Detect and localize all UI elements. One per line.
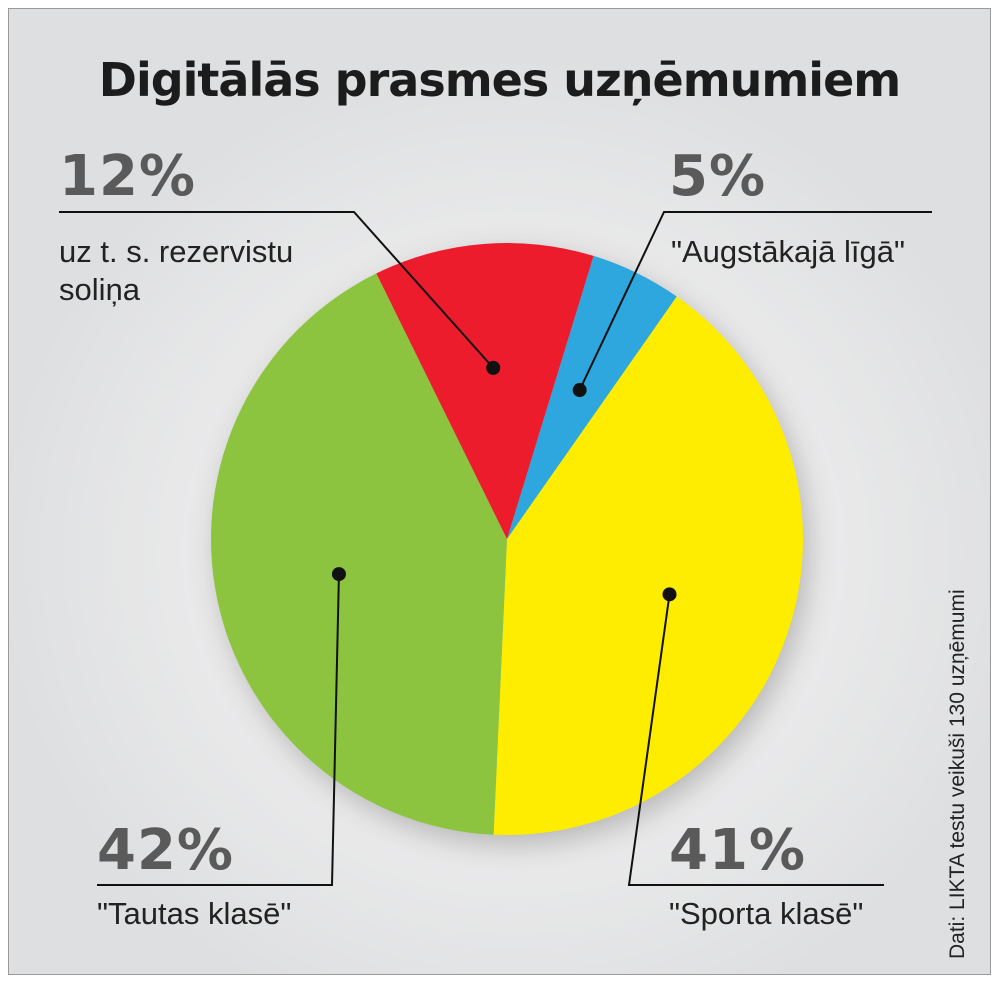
leader-dot-42 [331, 567, 346, 582]
slice-label-41: "Sporta klasē" [669, 896, 864, 931]
slice-percent-41: 41% [669, 818, 807, 883]
leader-dot-41 [662, 587, 677, 602]
slice-label-5: "Augstākajā līgā" [671, 234, 905, 269]
pie-slice-41 [493, 296, 803, 835]
leader-line-5 [578, 211, 932, 391]
leader-dot-5 [572, 383, 587, 398]
slice-label-12: uz t. s. rezervistu soliņa [59, 234, 294, 307]
leader-line-12 [59, 211, 494, 369]
slice-percent-5: 5% [669, 144, 767, 209]
pie-slice-42 [210, 273, 507, 835]
leader-dot-12 [486, 360, 501, 375]
source-note: Dati: LIKTA testu veikuši 130 uzņēmumi [946, 589, 969, 959]
pie-slice-5 [507, 255, 677, 540]
slice-label-42: "Tautas klasē" [97, 896, 292, 931]
leader-line-42 [97, 574, 340, 886]
slice-percent-42: 42% [97, 818, 235, 883]
leader-line-41 [627, 594, 884, 886]
pie-slice-12 [376, 243, 594, 539]
pie-chart [59, 211, 932, 886]
slice-percent-12: 12% [59, 144, 197, 209]
chart-title: Digitālās prasmes uzņēmumiem [98, 53, 901, 107]
infographic: Digitālās prasmes uzņēmumiem 12% uz t. s… [8, 8, 991, 975]
